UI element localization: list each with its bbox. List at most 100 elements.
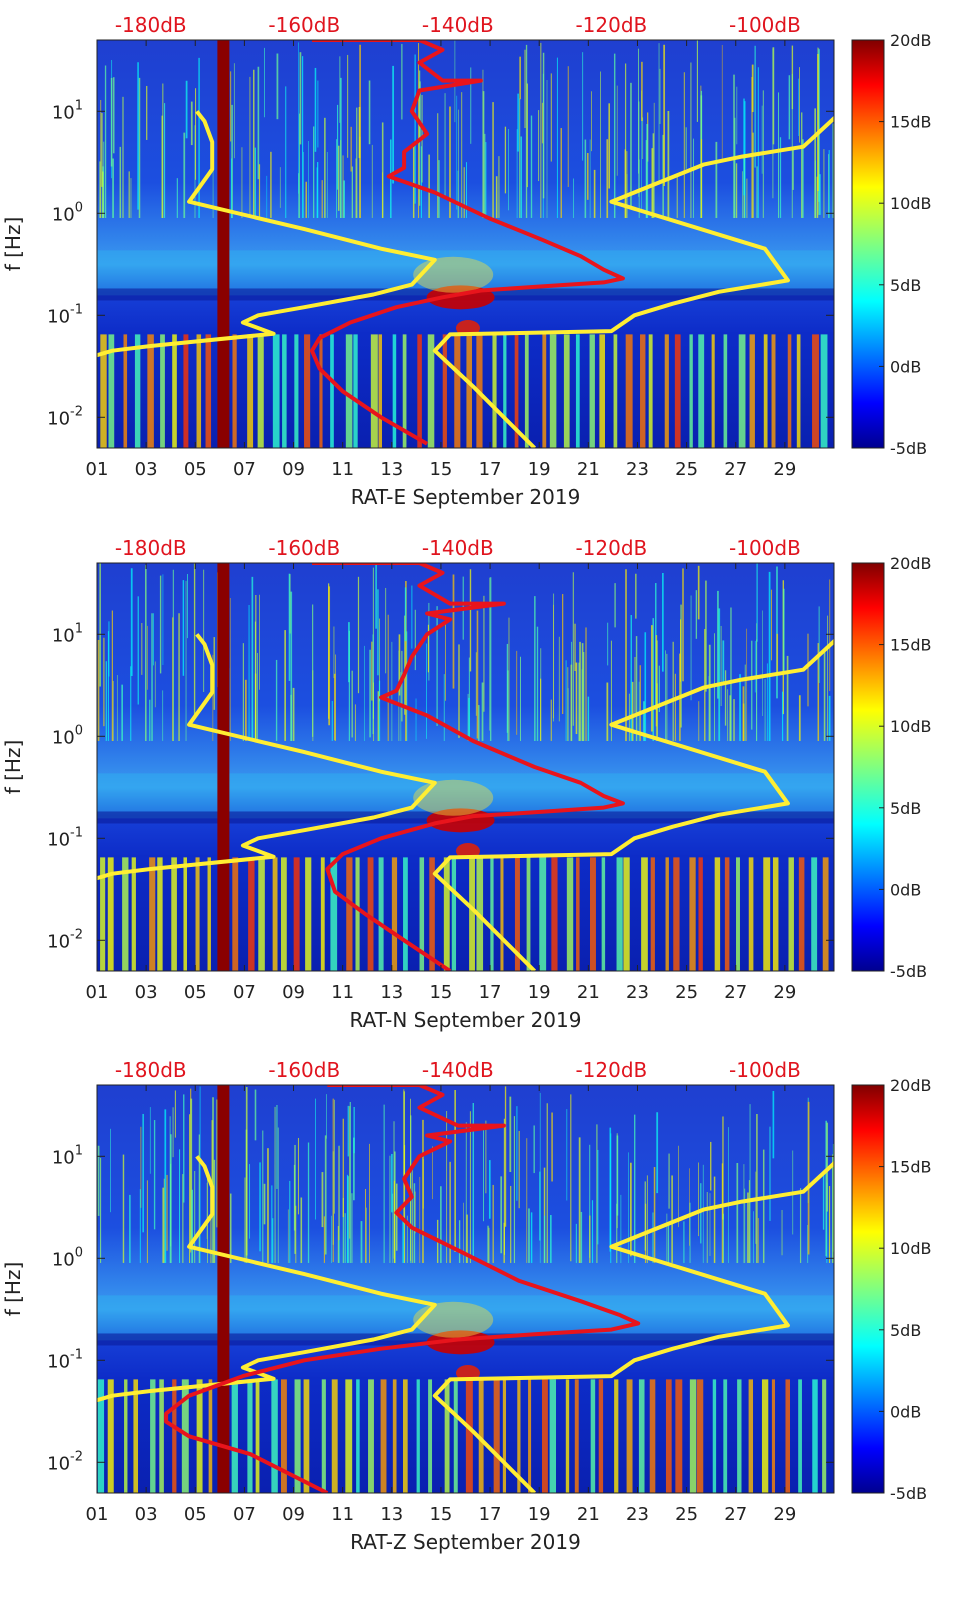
x-tick-label: 11 [331,1504,354,1525]
x-tick-label: 25 [675,459,698,480]
axes-frame [96,39,835,449]
x-tick-label: 03 [135,459,158,480]
x-tick-label: 09 [282,1504,305,1525]
y-tick-label: 101 [52,621,83,646]
axes-frame [96,1084,835,1494]
panel-2: 01 03 05 07 09 11 13 15 17 19 21 23 25 27 29 -180dB -160… [1,536,932,1032]
x-tick-label: 29 [773,1504,796,1525]
y-axis-label: f [Hz] [1,217,25,272]
x-axis-label: RAT-E September 2019 [351,485,581,509]
x-tick-label: 01 [86,982,109,1003]
colorbar-tick-label: 0dB [890,1402,921,1421]
colorbar-tick-label: 10dB [890,1239,932,1258]
x-tick-label: 01 [86,459,109,480]
top-db-tick-label: -100dB [729,1058,801,1082]
x-tick-label: 17 [479,982,502,1003]
y-tick-label: 101 [52,1143,83,1168]
x-tick-label: 11 [331,459,354,480]
x-tick-label: 29 [773,982,796,1003]
x-tick-label: 07 [233,459,256,480]
y-tick-label: 10-1 [47,1347,83,1372]
colorbar-tick-label: -5dB [890,1484,927,1503]
panel-1: 01 03 05 07 09 11 13 15 17 19 21 23 25 27 29 -180dB -160… [1,13,932,509]
panel-3: 01 03 05 07 09 11 13 15 17 19 21 23 25 27 29 -180dB -160… [1,1058,932,1554]
colorbar-tick-label: -5dB [890,439,927,458]
x-tick-label: 21 [577,982,600,1003]
x-tick-label: 09 [282,982,305,1003]
colorbar-tick-label: 10dB [890,194,932,213]
colorbar-tick-label: 20dB [890,31,932,50]
y-tick-label: 10-1 [47,302,83,327]
colorbar-tick-label: 15dB [890,1158,932,1177]
yellow-curve-2 [432,638,834,971]
y-axis-label: f [Hz] [1,740,25,795]
x-tick-label: 15 [429,982,452,1003]
x-tick-label: 09 [282,459,305,480]
x-tick-label: 23 [626,459,649,480]
x-tick-label: 01 [86,1504,109,1525]
red-curve [312,563,625,971]
y-tick-label: 100 [52,723,83,748]
red-curve [164,1085,641,1493]
yellow-curve-2 [432,115,834,448]
yellow-curve-2 [432,1160,834,1493]
top-db-tick-label: -140dB [422,1058,494,1082]
x-tick-label: 15 [429,459,452,480]
y-tick-label: 101 [52,98,83,123]
y-tick-label: 100 [52,200,83,225]
x-tick-label: 29 [773,459,796,480]
x-tick-label: 25 [675,1504,698,1525]
top-db-tick-label: -120dB [575,536,647,560]
colorbar-tick-label: -5dB [890,962,927,981]
axes-frame [96,562,835,972]
y-tick-label: 100 [52,1245,83,1270]
colorbar-tick-label: 15dB [890,636,932,655]
x-axis-label: RAT-Z September 2019 [350,1530,581,1554]
y-axis-label: f [Hz] [1,1262,25,1317]
x-tick-label: 27 [724,982,747,1003]
x-tick-label: 05 [184,459,207,480]
top-db-tick-label: -180dB [115,13,187,37]
colorbar-tick-label: 0dB [890,357,921,376]
yellow-curve-1 [97,110,437,358]
red-curve [310,40,625,446]
colorbar-tick-label: 5dB [890,276,921,295]
x-tick-label: 27 [724,459,747,480]
top-db-tick-label: -160dB [268,13,340,37]
x-tick-label: 15 [429,1504,452,1525]
x-tick-label: 17 [479,1504,502,1525]
colorbar: -5dB 0dB 5dB 10dB 15dB 20dB [851,31,932,458]
x-tick-label: 11 [331,982,354,1003]
top-db-tick-label: -180dB [115,1058,187,1082]
x-tick-label: 23 [626,1504,649,1525]
x-tick-label: 07 [233,982,256,1003]
top-db-tick-label: -100dB [729,13,801,37]
top-db-tick-label: -160dB [268,536,340,560]
x-tick-label: 13 [380,459,403,480]
y-tick-label: 10-2 [47,1449,83,1474]
x-tick-label: 21 [577,459,600,480]
top-db-tick-label: -140dB [422,13,494,37]
x-tick-label: 25 [675,982,698,1003]
x-tick-label: 05 [184,982,207,1003]
heatmap [97,40,834,448]
colorbar-tick-label: 20dB [890,1076,932,1095]
colorbar-tick-label: 5dB [890,1321,921,1340]
top-db-tick-label: -160dB [268,1058,340,1082]
x-axis-label: RAT-N September 2019 [350,1008,582,1032]
top-db-tick-label: -120dB [575,13,647,37]
x-tick-label: 13 [380,982,403,1003]
colorbar: -5dB 0dB 5dB 10dB 15dB 20dB [851,1076,932,1503]
x-tick-label: 19 [528,1504,551,1525]
colorbar: -5dB 0dB 5dB 10dB 15dB 20dB [851,554,932,981]
x-tick-label: 03 [135,982,158,1003]
top-db-tick-label: -180dB [115,536,187,560]
y-tick-label: 10-2 [47,404,83,429]
x-tick-label: 13 [380,1504,403,1525]
x-tick-label: 07 [233,1504,256,1525]
yellow-curve-1 [97,633,437,881]
colorbar-tick-label: 5dB [890,799,921,818]
colorbar-tick-label: 20dB [890,554,932,573]
x-tick-label: 19 [528,459,551,480]
y-tick-label: 10-1 [47,825,83,850]
